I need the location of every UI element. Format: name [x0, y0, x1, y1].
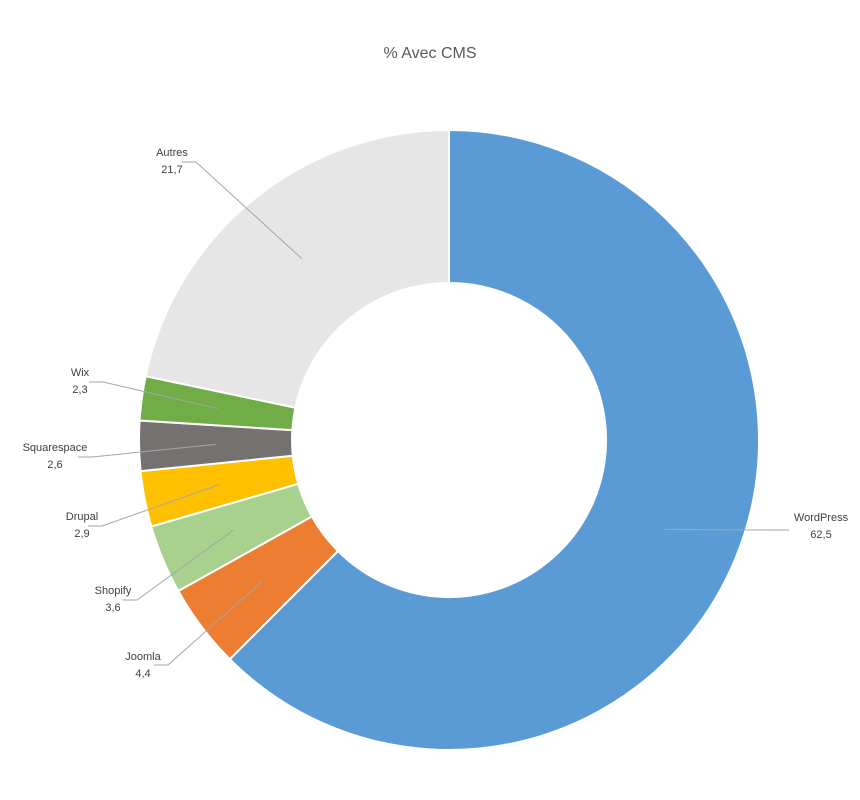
leader-line-wix [89, 381, 218, 410]
slices-layer [138, 128, 760, 751]
leader-line-wordpress [664, 528, 789, 531]
data-label-value-shopify: 3,6 [105, 602, 120, 614]
leader-line-joomla [154, 580, 264, 666]
data-label-value-squarespace: 2,6 [47, 459, 62, 471]
data-label-name-drupal: Drupal [66, 511, 98, 523]
data-label-name-wordpress: WordPress [794, 512, 849, 524]
slice-autres [144, 128, 450, 409]
data-labels-layer: WordPress 62,5 Joomla 4,4 Shopify 3,6 Drupal 2,… [23, 147, 849, 680]
data-label-value-autres: 21,7 [161, 164, 182, 176]
leader-line-squarespace [78, 443, 216, 458]
data-label-name-wix: Wix [71, 367, 90, 379]
leader-line-autres [182, 161, 303, 260]
data-label-name-squarespace: Squarespace [23, 442, 88, 454]
data-label-name-shopify: Shopify [95, 585, 132, 597]
data-label-name-autres: Autres [156, 147, 188, 159]
chart-title: % Avec CMS [383, 45, 477, 62]
slice-wordpress [228, 128, 760, 751]
leader-lines-layer [78, 161, 789, 666]
data-label-value-wix: 2,3 [72, 384, 87, 396]
leader-line-drupal [88, 484, 220, 527]
data-label-value-drupal: 2,9 [74, 528, 89, 540]
data-label-name-joomla: Joomla [125, 651, 161, 663]
data-label-value-joomla: 4,4 [135, 668, 150, 680]
leader-line-shopify [123, 529, 234, 601]
data-label-value-wordpress: 62,5 [810, 529, 831, 541]
